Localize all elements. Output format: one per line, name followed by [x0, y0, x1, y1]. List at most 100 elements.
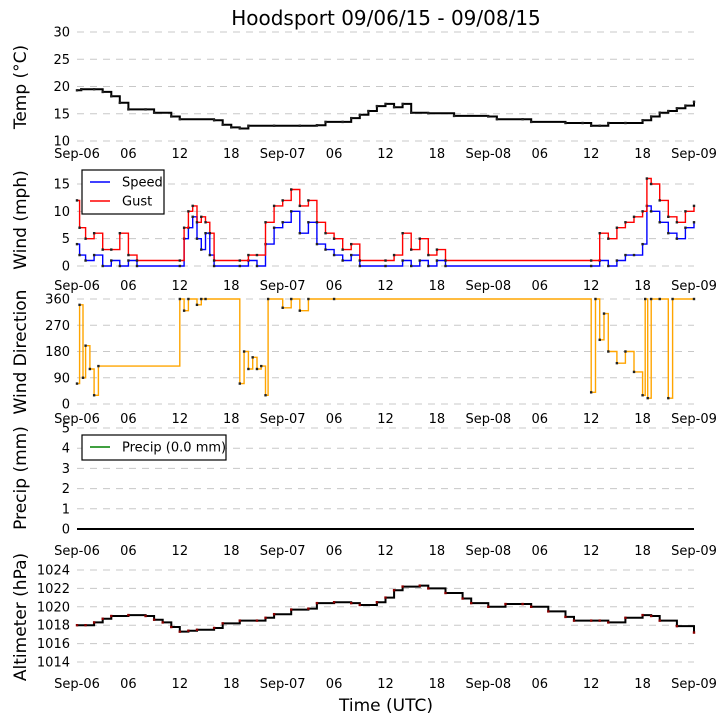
x-tick-label: 12 — [172, 412, 189, 427]
y-tick-label: 25 — [53, 53, 70, 68]
data-point — [187, 297, 190, 301]
y-tick-label: 180 — [45, 345, 70, 360]
y-tick-label: 0 — [62, 398, 70, 413]
y-tick-label: 3 — [62, 462, 70, 477]
data-point — [643, 297, 647, 301]
data-point — [195, 628, 199, 631]
y-tick-label: 20 — [53, 80, 70, 95]
data-point — [598, 619, 601, 622]
x-tick-label: 18 — [429, 544, 446, 559]
data-point — [332, 253, 336, 257]
y-axis-label: Wind (mph) — [11, 170, 31, 270]
data-point — [204, 221, 207, 224]
data-point — [80, 88, 83, 91]
data-point — [208, 253, 212, 257]
data-point — [341, 259, 344, 262]
y-axis-label: Temp (°C) — [11, 45, 31, 130]
data-point — [75, 242, 79, 246]
data-point — [315, 123, 319, 127]
data-point — [118, 264, 122, 268]
data-point — [624, 121, 627, 125]
x-axis-label: Time (UTC) — [338, 696, 433, 716]
y-tick-label: 15 — [53, 178, 70, 193]
data-point — [692, 631, 696, 634]
data-point — [384, 264, 387, 268]
data-point — [392, 589, 396, 592]
x-tick-label: 06 — [531, 677, 548, 692]
data-point — [84, 344, 87, 347]
data-point — [101, 264, 104, 268]
x-tick-label: 06 — [531, 147, 548, 162]
y-tick-label: 1014 — [37, 656, 70, 671]
data-point — [607, 350, 610, 353]
data-point — [615, 226, 619, 229]
data-point — [358, 259, 361, 262]
data-point — [84, 237, 87, 240]
data-point — [658, 221, 661, 224]
data-point — [410, 248, 413, 251]
legend-label: Precip (0.0 mm) — [122, 441, 226, 456]
data-point — [200, 248, 203, 251]
data-point — [178, 259, 182, 262]
data-point — [602, 312, 606, 315]
x-tick-label: 18 — [223, 677, 240, 692]
y-tick-label: 1022 — [37, 582, 70, 597]
data-point — [684, 210, 687, 213]
data-point — [178, 264, 182, 268]
x-tick-label: 18 — [634, 279, 651, 294]
x-tick-label: Sep-06 — [54, 412, 100, 427]
x-tick-label: Sep-07 — [260, 279, 306, 294]
data-point — [290, 210, 293, 213]
x-tick-label: 06 — [326, 677, 343, 692]
data-point — [667, 396, 670, 400]
panel-wind: 0 5 10 15 Wind (mph) Sep-06 06 12 18 Sep-07 06 12 18… — [11, 169, 717, 294]
data-point — [212, 259, 216, 262]
data-point — [658, 297, 661, 301]
data-point — [384, 596, 387, 599]
x-tick-label: Sep-09 — [671, 677, 717, 692]
data-point — [110, 248, 113, 251]
data-point — [315, 221, 319, 224]
data-point — [200, 297, 203, 301]
x-tick-label: 18 — [429, 147, 446, 162]
y-tick-label: 1024 — [37, 564, 70, 579]
data-point — [675, 107, 679, 110]
data-point — [461, 597, 464, 600]
data-point — [649, 614, 653, 618]
data-point — [350, 601, 353, 605]
data-point — [375, 104, 379, 108]
data-point — [315, 601, 319, 605]
data-point — [632, 215, 636, 218]
data-point — [260, 364, 263, 368]
legend-label: Speed — [122, 176, 163, 191]
data-point — [427, 264, 430, 268]
data-point — [307, 221, 310, 224]
y-tick-label: 4 — [62, 442, 70, 457]
x-tick-label: 12 — [377, 544, 394, 559]
data-point — [521, 118, 524, 121]
data-point — [529, 605, 533, 608]
data-point — [384, 259, 387, 262]
data-point — [238, 619, 242, 622]
data-point — [649, 182, 653, 186]
data-point — [212, 264, 216, 268]
x-tick-label: 06 — [120, 147, 137, 162]
data-point — [589, 264, 593, 268]
data-point — [75, 382, 79, 385]
data-point — [658, 619, 661, 622]
data-point — [692, 297, 696, 301]
x-tick-label: Sep-09 — [671, 544, 717, 559]
x-tick-label: 12 — [583, 279, 600, 294]
data-point — [92, 232, 96, 235]
data-point — [632, 253, 636, 257]
data-point — [127, 613, 130, 617]
y-tick-label: 0 — [62, 523, 70, 538]
data-point — [247, 253, 250, 257]
data-point — [684, 104, 687, 107]
data-point — [110, 614, 113, 618]
data-point — [375, 601, 379, 604]
data-point — [401, 585, 404, 588]
data-point — [170, 625, 173, 629]
data-point — [272, 204, 276, 208]
data-point — [564, 121, 567, 125]
